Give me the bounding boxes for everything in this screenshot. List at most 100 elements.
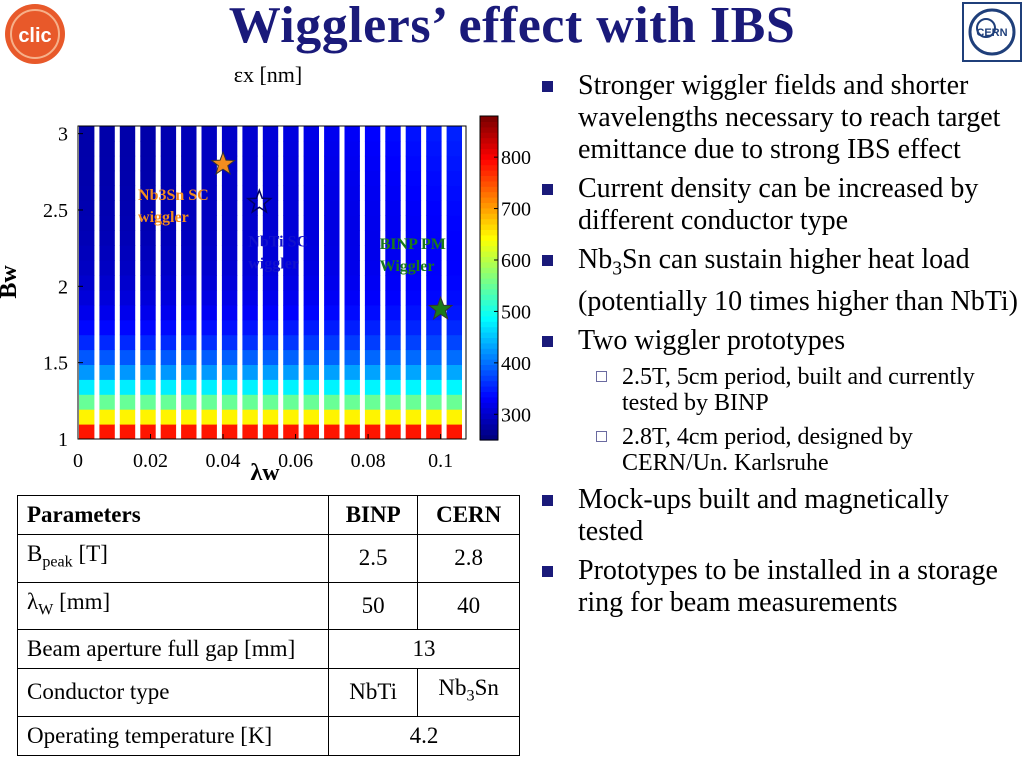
x-tick-label: 0.06 bbox=[278, 450, 313, 472]
colorbar-segment bbox=[480, 299, 498, 306]
heatmap-cell bbox=[160, 215, 177, 231]
colorbar-segment bbox=[480, 153, 498, 160]
heatmap-cell bbox=[364, 140, 381, 157]
heatmap-cell bbox=[181, 140, 197, 157]
heatmap-cell bbox=[140, 260, 156, 276]
x-axis-ticks: 0 0.02 0.04 0.06 0.08 0.1 bbox=[73, 434, 453, 472]
heatmap-cell bbox=[160, 275, 177, 291]
row-label: λW [mm] bbox=[17, 581, 329, 631]
heatmap-cell bbox=[405, 200, 422, 216]
heatmap-cell bbox=[446, 334, 462, 351]
heatmap-cell bbox=[221, 409, 238, 425]
heatmap-cell bbox=[446, 200, 462, 216]
heatmap-cell bbox=[99, 424, 115, 440]
colorbar bbox=[479, 115, 499, 441]
cell-cern: 40 bbox=[417, 581, 520, 631]
heatmap-cell bbox=[364, 170, 381, 187]
colorbar-segment bbox=[480, 132, 498, 139]
heatmap-cell bbox=[140, 230, 156, 246]
heatmap-cell bbox=[221, 334, 238, 351]
annotation-label-line2: wiggler bbox=[138, 209, 189, 226]
heatmap-cell bbox=[364, 379, 381, 395]
heatmap-cell bbox=[79, 126, 95, 142]
heatmap-cell bbox=[242, 170, 258, 187]
heatmap-cell bbox=[99, 200, 115, 216]
heatmap-cell bbox=[242, 126, 258, 142]
heatmap-cell bbox=[324, 394, 340, 410]
clic-logo: clic bbox=[5, 4, 65, 64]
heatmap-cell bbox=[119, 290, 136, 306]
heatmap-cell bbox=[160, 140, 177, 157]
heatmap-cell bbox=[364, 275, 381, 291]
colorbar-segment bbox=[480, 288, 498, 295]
heatmap-cell bbox=[324, 290, 340, 306]
heatmap-cell bbox=[181, 155, 197, 172]
heatmap-cell bbox=[344, 245, 360, 261]
heatmap-cell bbox=[283, 170, 299, 187]
heatmap-cell bbox=[426, 349, 442, 365]
heatmap-cell bbox=[446, 304, 462, 321]
heatmap-cell bbox=[303, 185, 319, 201]
heatmap-cell bbox=[262, 394, 279, 410]
heatmap-cell bbox=[201, 140, 217, 157]
header-binp: BINP bbox=[327, 495, 419, 535]
heatmap-cell bbox=[79, 409, 95, 425]
heatmap-cell bbox=[364, 126, 381, 142]
colorbar-segment bbox=[480, 429, 498, 436]
heatmap-cell bbox=[364, 394, 381, 410]
heatmap-cell bbox=[99, 170, 115, 187]
heatmap-cell bbox=[119, 260, 136, 276]
y-axis-label: Bw bbox=[0, 265, 22, 299]
heatmap-cell bbox=[160, 245, 177, 261]
heatmap-cell bbox=[262, 126, 279, 142]
cell-shared: 4.2 bbox=[328, 715, 520, 756]
heatmap-cell bbox=[385, 200, 401, 216]
heatmap-cell bbox=[405, 245, 422, 261]
heatmap-cell bbox=[385, 185, 401, 201]
parameters-table: Parameters BINP CERN Bpeak [T] 2.5 2.8 λ… bbox=[17, 495, 520, 756]
colorbar-segment bbox=[480, 234, 498, 241]
heatmap-cell bbox=[324, 304, 340, 321]
heatmap-cell bbox=[262, 230, 279, 246]
heatmap-cell bbox=[99, 304, 115, 321]
heatmap-cell bbox=[324, 155, 340, 172]
heatmap-cell bbox=[221, 424, 238, 440]
colorbar-segment bbox=[480, 148, 498, 155]
heatmap-cell bbox=[303, 260, 319, 276]
heatmap-cell bbox=[303, 126, 319, 142]
heatmap-cell bbox=[385, 394, 401, 410]
heatmap-cell bbox=[119, 126, 136, 142]
heatmap-cell bbox=[140, 379, 156, 395]
heatmap-cell bbox=[99, 185, 115, 201]
colorbar-segment bbox=[480, 170, 498, 176]
heatmap-cell bbox=[242, 230, 258, 246]
heatmap-cell bbox=[446, 379, 462, 395]
colorbar-segment bbox=[480, 245, 498, 252]
heatmap-cell bbox=[446, 155, 462, 172]
heatmap-cell bbox=[221, 170, 238, 187]
heatmap-cell bbox=[242, 319, 258, 336]
colorbar-frame bbox=[479, 115, 499, 441]
row-label: Operating temperature [K] bbox=[17, 715, 329, 756]
heatmap-cell bbox=[99, 319, 115, 336]
heatmap-cell bbox=[426, 364, 442, 380]
heatmap-cell bbox=[324, 409, 340, 425]
heatmap-cell bbox=[283, 394, 299, 410]
heatmap-cell bbox=[262, 304, 279, 321]
colorbar-segment bbox=[480, 386, 498, 392]
heatmap-cell bbox=[426, 230, 442, 246]
heatmap-cell bbox=[303, 155, 319, 172]
heatmap-cell bbox=[119, 349, 136, 365]
heatmap-cell bbox=[324, 170, 340, 187]
heatmap-cell bbox=[262, 409, 279, 425]
bullet-square-icon bbox=[542, 565, 553, 577]
heatmap-cell bbox=[221, 140, 238, 157]
colorbar-segment bbox=[480, 434, 498, 441]
heatmap-cell bbox=[344, 349, 360, 365]
y-axis-ticks: 1 1.5 2 2.5 3 bbox=[43, 124, 83, 451]
heatmap-cell bbox=[283, 140, 299, 157]
heatmap-cell bbox=[181, 245, 197, 261]
colorbar-segment bbox=[480, 321, 498, 328]
heatmap-cell bbox=[99, 260, 115, 276]
colorbar-segment bbox=[480, 283, 498, 290]
